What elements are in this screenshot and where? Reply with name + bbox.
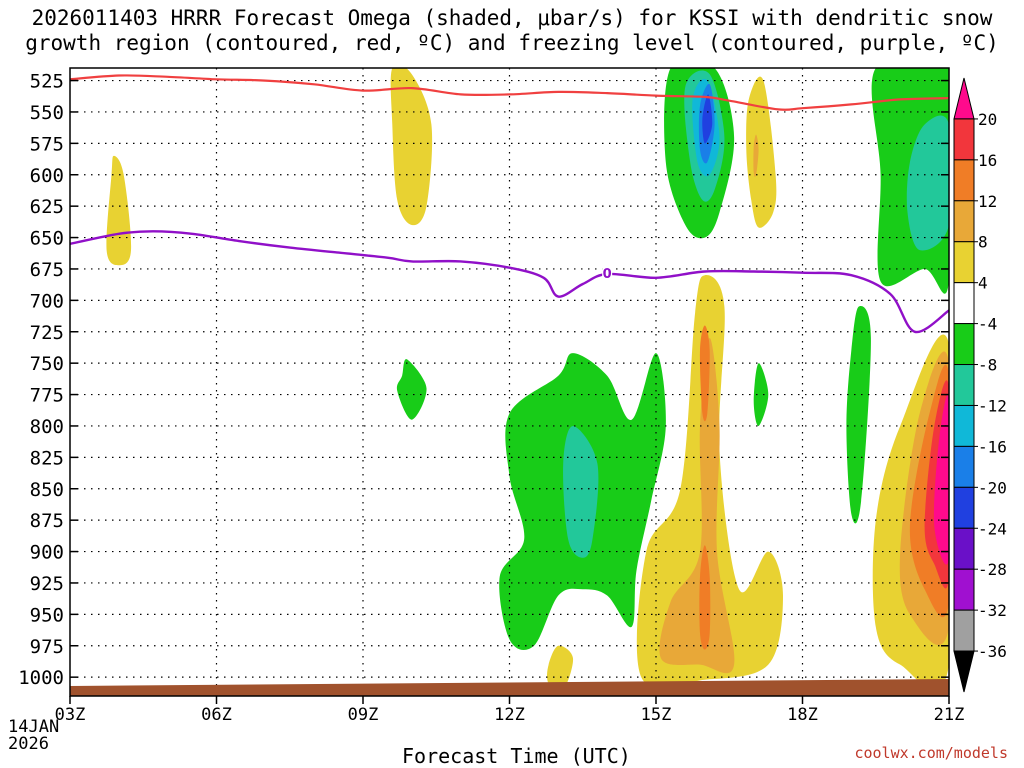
colorbar-swatch-12	[953, 568, 975, 611]
x-tick-label-18Z: 18Z	[787, 705, 818, 725]
colorbar-label-3: 8	[978, 233, 988, 252]
colorbar-swatch-8	[953, 404, 975, 447]
colorbar-label-0: 20	[978, 110, 997, 129]
y-tick-label-775: 775	[30, 385, 64, 407]
colorbar-label-6: -8	[978, 356, 997, 375]
y-tick-label-525: 525	[30, 71, 64, 93]
y-tick-label-875: 875	[30, 510, 64, 532]
y-tick-label-1000: 1000	[18, 667, 64, 689]
x-tick-label-06Z: 06Z	[201, 705, 232, 725]
omega-region-2	[396, 359, 427, 420]
y-tick-label-600: 600	[30, 165, 64, 187]
ground-layer	[70, 679, 949, 696]
omega-region-5	[547, 645, 574, 692]
chart-title-line-1: 2026011403 HRRR Forecast Omega (shaded, …	[31, 6, 993, 30]
colorbar-label-1: 16	[978, 151, 997, 170]
y-tick-label-725: 725	[30, 322, 64, 344]
omega-region-16	[699, 325, 710, 422]
y-tick-label-675: 675	[30, 259, 64, 281]
colorbar-swatch-4	[953, 241, 975, 284]
omega-region-14	[659, 338, 735, 674]
omega-region-4	[563, 426, 599, 558]
source-link[interactable]: coolwx.com/models	[854, 744, 1008, 762]
y-tick-label-550: 550	[30, 102, 64, 124]
y-tick-label-825: 825	[30, 447, 64, 469]
x-tick-label-09Z: 09Z	[348, 705, 379, 725]
omega-region-11	[746, 76, 777, 228]
start-date-day: 14JAN	[8, 717, 60, 737]
x-tick-label-21Z: 21Z	[934, 705, 965, 725]
colorbar-label-9: -20	[978, 478, 1007, 497]
snow-growth-contour	[70, 74, 949, 111]
omega-region-12	[753, 134, 759, 177]
colorbar-label-12: -32	[978, 601, 1007, 620]
y-tick-label-975: 975	[30, 636, 64, 658]
y-tick-label-700: 700	[30, 290, 64, 312]
freezing-level-contour	[70, 230, 949, 334]
start-date-year: 2026	[8, 734, 49, 754]
colorbar-swatch-5	[953, 282, 975, 325]
colorbar-swatch-13	[953, 609, 975, 652]
y-tick-label-650: 650	[30, 228, 64, 250]
colorbar-label-4: 4	[978, 274, 988, 293]
y-tick-label-950: 950	[30, 604, 64, 626]
start-date-label: 14JAN 2026	[8, 719, 59, 753]
x-tick-label-15Z: 15Z	[641, 705, 672, 725]
colorbar-swatch-3	[953, 200, 975, 243]
colorbar-swatch-9	[953, 445, 975, 488]
omega-region-20	[906, 115, 949, 251]
chart-title-line-2: growth region (contoured, red, ºC) and f…	[25, 31, 999, 55]
colorbar: 20 16 12 8 4 -4 -8 -12 -16 -20 -24 -28 -32 -36	[953, 77, 1007, 693]
colorbar-label-13: -36	[978, 642, 1007, 661]
omega-region-18	[846, 305, 871, 524]
colorbar-label-8: -16	[978, 437, 1007, 456]
x-tick-label-12Z: 12Z	[494, 705, 525, 725]
freezing-level-label-bg	[602, 265, 613, 280]
colorbar-swatch-6	[953, 323, 975, 366]
freezing-level-label: 0	[603, 267, 612, 282]
ground-surface	[70, 679, 949, 696]
colorbar-swatch-2	[953, 159, 975, 202]
omega-region-15	[699, 545, 711, 650]
y-tick-label-800: 800	[30, 416, 64, 438]
omega-shading-layer	[106, 68, 949, 692]
omega-region-1	[390, 68, 433, 226]
omega-region-17	[753, 363, 769, 427]
y-tick-label-925: 925	[30, 573, 64, 595]
y-tick-label-575: 575	[30, 133, 64, 155]
contour-layer: 0	[70, 74, 949, 334]
y-tick-label-750: 750	[30, 353, 64, 375]
colorbar-swatch-11	[953, 527, 975, 570]
colorbar-swatch-14	[953, 650, 975, 693]
x-tick-label-03Z: 03Z	[55, 705, 86, 725]
x-axis-label: Forecast Time (UTC)	[402, 744, 631, 768]
omega-region-10	[702, 94, 713, 144]
colorbar-swatch-7	[953, 364, 975, 406]
colorbar-swatch-1	[953, 118, 975, 161]
colorbar-label-11: -28	[978, 560, 1007, 579]
y-tick-label-625: 625	[30, 196, 64, 218]
chart-title: 2026011403 HRRR Forecast Omega (shaded, …	[0, 6, 1024, 56]
colorbar-swatch-10	[953, 486, 975, 529]
colorbar-label-2: 12	[978, 192, 997, 211]
y-tick-label-900: 900	[30, 542, 64, 564]
axes-layer: 525 550 575 600 625 650 675 700 725 750 775 800 825 8…	[18, 67, 965, 725]
omega-region-25	[933, 395, 949, 565]
colorbar-label-5: -4	[978, 315, 997, 334]
colorbar-swatch-0	[953, 77, 975, 120]
colorbar-label-7: -12	[978, 396, 1007, 415]
omega-region-0	[106, 155, 132, 266]
y-tick-label-850: 850	[30, 479, 64, 501]
colorbar-label-10: -24	[978, 519, 1007, 538]
